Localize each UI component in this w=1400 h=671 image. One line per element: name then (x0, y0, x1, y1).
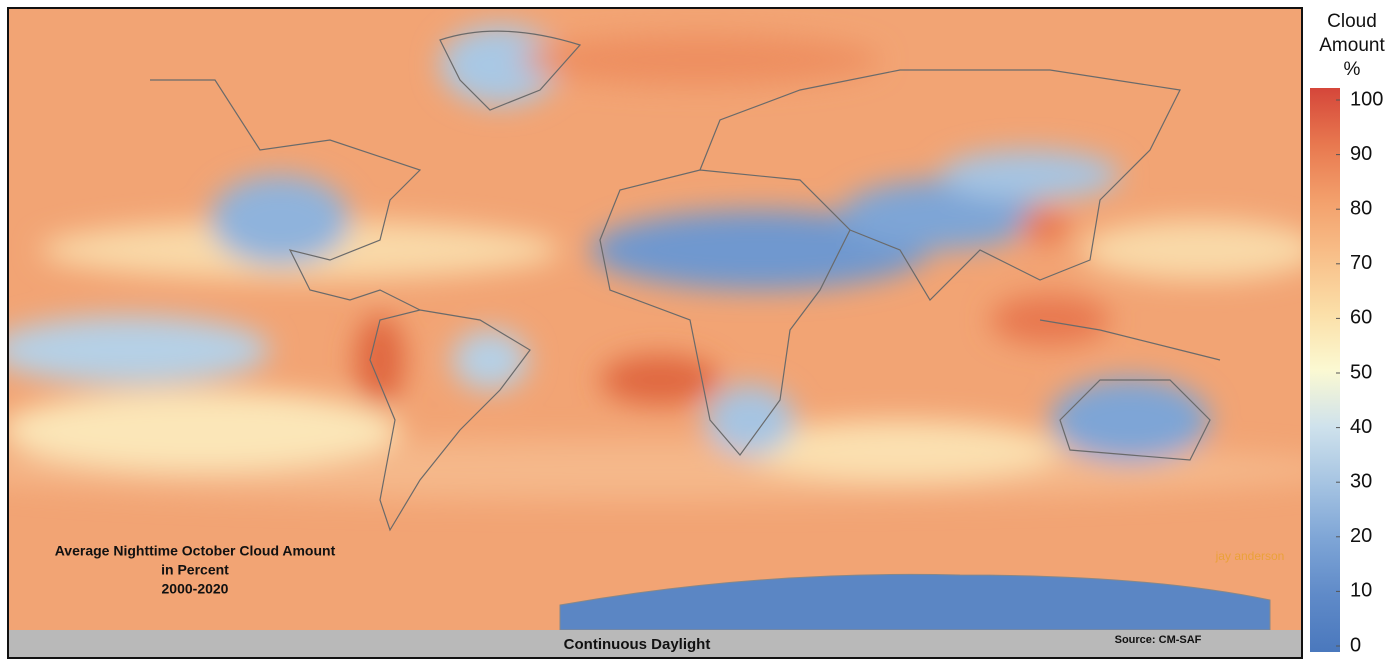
colorbar-tick-label: 90 (1350, 143, 1372, 165)
credit-label: jay anderson (1215, 549, 1285, 563)
source-label: Source: CM-SAF (1115, 634, 1202, 646)
colorbar-tick-label: 10 (1350, 580, 1372, 602)
colorbar-tick-label: 30 (1350, 470, 1372, 492)
coastlines (150, 30, 1221, 532)
map-title: in Percent (161, 562, 229, 578)
colorbar-tick-label: 50 (1350, 361, 1372, 383)
map-title: 2000-2020 (162, 581, 229, 597)
cloud-map (8, 8, 1302, 658)
colorbar-tick-label: 60 (1350, 307, 1372, 329)
colorbar (1310, 88, 1340, 652)
map-frame (7, 7, 1303, 659)
legend-title: Cloud (1327, 11, 1377, 32)
colorbar-tick-label: 100 (1350, 88, 1383, 110)
colorbar-tick-label: 70 (1350, 252, 1372, 274)
colorbar-tick-label: 0 (1350, 634, 1361, 656)
footer-label: Continuous Daylight (564, 636, 711, 653)
legend-title: % (1344, 59, 1361, 80)
daylight-band (8, 630, 1302, 658)
colorbar-tick-label: 40 (1350, 416, 1372, 438)
map-title: Average Nighttime October Cloud Amount (55, 543, 336, 559)
colorbar-tick-label: 20 (1350, 525, 1372, 547)
colorbar-tick-label: 80 (1350, 197, 1372, 219)
legend-title: Amount (1319, 35, 1385, 56)
